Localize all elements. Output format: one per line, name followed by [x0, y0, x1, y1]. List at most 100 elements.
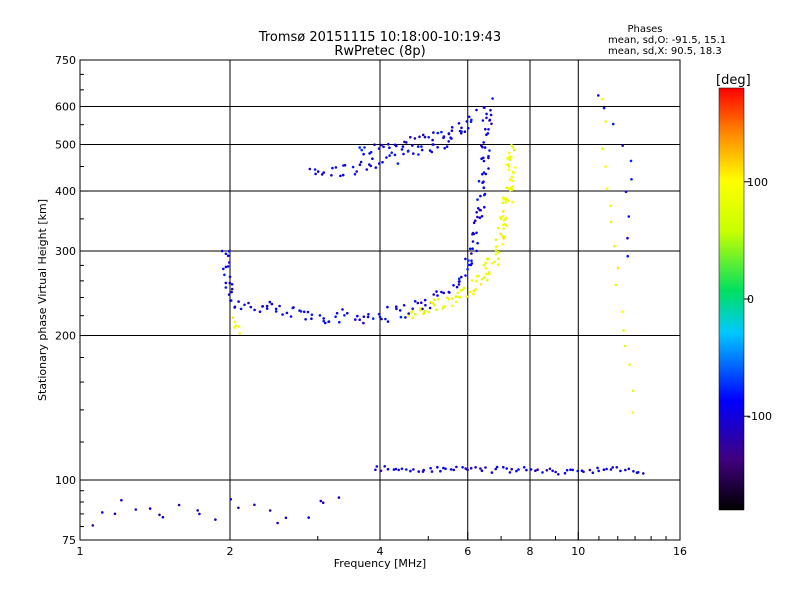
- echo-point: [224, 286, 228, 289]
- echo-point: [481, 172, 484, 176]
- echo-point: [380, 143, 383, 147]
- echo-point: [227, 293, 231, 296]
- echo-point: [228, 275, 232, 279]
- echo-point: [258, 310, 262, 314]
- echo-point: [444, 467, 447, 471]
- echo-point: [490, 122, 493, 126]
- echo-point: [512, 171, 515, 175]
- echo-point: [416, 145, 420, 148]
- echo-point: [505, 467, 509, 470]
- echo-point: [400, 148, 404, 151]
- echo-point: [642, 472, 645, 475]
- echo-point: [484, 266, 488, 270]
- echo-point: [471, 247, 474, 250]
- echo-point: [335, 311, 339, 315]
- echo-point: [177, 503, 181, 507]
- echo-point: [619, 469, 622, 473]
- echo-point: [508, 178, 512, 181]
- echo-point: [324, 321, 327, 325]
- echo-point: [407, 312, 411, 315]
- echo-point: [611, 122, 615, 126]
- echo-point: [377, 147, 381, 150]
- echo-point: [268, 509, 272, 512]
- echo-point: [371, 317, 375, 320]
- echo-point: [268, 300, 272, 304]
- echo-point: [490, 471, 494, 474]
- echo-point: [346, 311, 349, 315]
- echo-point: [229, 498, 233, 501]
- echo-point: [487, 271, 491, 274]
- x-tick-label: 4: [377, 545, 384, 558]
- echo-point: [485, 272, 488, 276]
- echo-point: [356, 314, 359, 318]
- echo-point: [455, 285, 459, 289]
- echo-point: [494, 467, 498, 471]
- axis-ticks: [79, 59, 681, 541]
- echo-point: [358, 163, 362, 166]
- echo-point: [224, 265, 228, 269]
- echo-point: [459, 289, 463, 292]
- echo-point: [437, 297, 440, 301]
- echo-point: [466, 126, 470, 130]
- y-tick-label: 100: [55, 474, 76, 487]
- echo-point: [302, 310, 306, 314]
- echo-point: [224, 281, 228, 285]
- echo-point: [394, 144, 398, 148]
- y-tick-label: 75: [62, 534, 76, 547]
- echo-point: [615, 466, 619, 469]
- echo-point: [487, 128, 490, 131]
- echo-point: [424, 303, 427, 307]
- echo-point: [430, 150, 434, 154]
- echo-point: [630, 178, 633, 181]
- echo-point: [507, 151, 511, 155]
- x-tick-label: 10: [571, 545, 585, 558]
- echo-point: [480, 277, 484, 281]
- echo-point: [495, 245, 499, 248]
- echo-point: [613, 244, 616, 248]
- echo-point: [402, 304, 406, 307]
- echo-point: [623, 344, 627, 348]
- echo-point: [485, 112, 488, 116]
- echo-point: [339, 174, 342, 178]
- echo-point: [433, 304, 436, 307]
- echo-point: [611, 466, 614, 469]
- echo-point: [483, 106, 486, 109]
- echo-point: [431, 143, 435, 146]
- echo-point: [440, 290, 443, 294]
- echo-point: [441, 307, 445, 310]
- echo-point: [511, 179, 515, 183]
- echo-point: [449, 468, 453, 471]
- echo-point: [501, 223, 505, 227]
- echo-point: [452, 468, 456, 472]
- echo-point: [482, 186, 486, 189]
- echo-point: [482, 263, 486, 267]
- y-axis-label: Stationary phase Virtual Height [km]: [36, 199, 49, 401]
- echo-point: [337, 496, 341, 499]
- echo-point: [576, 469, 579, 473]
- echo-point: [475, 231, 478, 235]
- echo-point: [377, 312, 381, 316]
- echo-point: [386, 305, 389, 309]
- echo-point: [384, 317, 387, 321]
- echo-point: [362, 321, 365, 325]
- echo-point: [456, 295, 460, 299]
- echo-point: [628, 363, 631, 366]
- echo-point: [447, 290, 451, 294]
- echo-point: [237, 506, 240, 510]
- echo-point: [476, 241, 479, 245]
- echo-point: [227, 249, 231, 253]
- echo-point: [417, 153, 420, 156]
- echo-point: [362, 315, 366, 319]
- echo-point: [507, 168, 511, 171]
- echo-point: [411, 316, 415, 319]
- echo-point: [375, 465, 379, 468]
- echo-point: [557, 473, 560, 476]
- echo-point: [308, 167, 312, 171]
- echo-point: [387, 142, 390, 146]
- echo-point: [233, 305, 237, 309]
- echo-point: [306, 310, 310, 314]
- echo-point: [436, 465, 439, 469]
- phase-stats-x: mean, sd,X: 90.5, 18.3: [608, 46, 722, 57]
- echo-point: [420, 301, 423, 305]
